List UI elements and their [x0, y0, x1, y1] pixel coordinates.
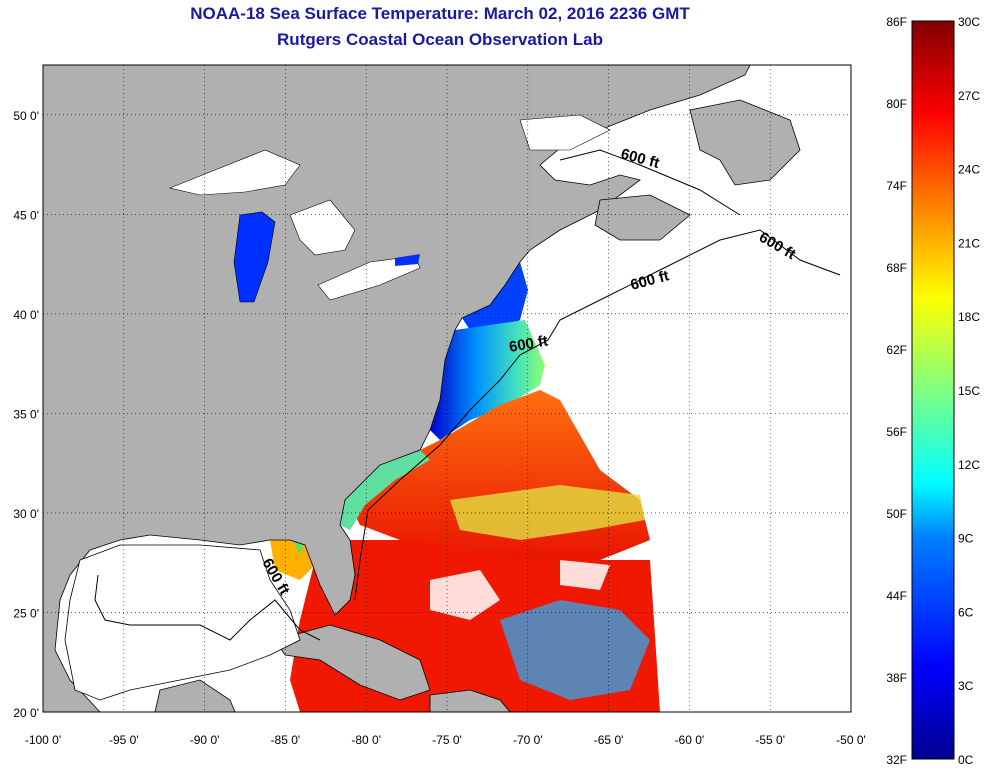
- colorbar: 86F 80F 74F 68F 62F 56F 50F 44F 38F 32F 30C 27C 24C…: [886, 15, 980, 767]
- colorbar-celsius-label: 12C: [958, 458, 980, 472]
- colorbar-gradient: [911, 20, 955, 760]
- colorbar-celsius-label: 30C: [958, 15, 980, 29]
- latitude-tick-label: 45 0': [13, 208, 39, 222]
- longitude-tick-label: -100 0': [25, 733, 61, 747]
- latitude-tick-label: 25 0': [13, 606, 39, 620]
- longitude-tick-label: -80 0': [351, 733, 381, 747]
- colorbar-fahrenheit-label: 62F: [886, 343, 907, 357]
- colorbar-fahrenheit-label: 32F: [886, 753, 907, 767]
- land-layer: [43, 65, 801, 712]
- longitude-tick-label: -50 0': [836, 733, 866, 747]
- colorbar-celsius-label: 27C: [958, 89, 980, 103]
- colorbar-fahrenheit-label: 86F: [886, 15, 907, 29]
- contour-line-gulf: [94, 574, 321, 641]
- latitude-labels: 20 0' 25 0' 30 0' 35 0' 40 0' 45 0' 50 0': [13, 109, 39, 720]
- lake-superior: [169, 149, 301, 196]
- cuba-land: [274, 624, 431, 701]
- map-border: [42, 64, 852, 713]
- latitude-tick-label: 50 0': [13, 109, 39, 123]
- longitude-tick-label: -60 0': [675, 733, 705, 747]
- cool-patch-water: [500, 600, 650, 700]
- colorbar-fahrenheit-label: 56F: [886, 425, 907, 439]
- colorbar-fahrenheit-label: 50F: [886, 507, 907, 521]
- southeast-shelf-water: [340, 450, 430, 530]
- contour-line-scotian: [559, 149, 741, 216]
- longitude-tick-label: -70 0': [513, 733, 543, 747]
- longitude-tick-label: -90 0': [190, 733, 220, 747]
- yucatan-land: [154, 679, 236, 712]
- colorbar-fahrenheit-label: 74F: [886, 179, 907, 193]
- colorbar-celsius-label: 24C: [958, 163, 980, 177]
- latitude-tick-label: 20 0': [13, 706, 39, 720]
- lake-ontario-sst: [395, 254, 420, 266]
- newfoundland-land: [689, 99, 801, 186]
- latitude-tick-label: 40 0': [13, 308, 39, 322]
- longitude-tick-label: -65 0': [594, 733, 624, 747]
- colorbar-celsius-label: 18C: [958, 310, 980, 324]
- latitude-tick-label: 35 0': [13, 407, 39, 421]
- colorbar-fahrenheit-label: 38F: [886, 671, 907, 685]
- gulf-of-maine-water: [462, 262, 528, 330]
- cloud-patch: [560, 560, 610, 590]
- colorbar-fahrenheit-labels: 86F 80F 74F 68F 62F 56F 50F 44F 38F 32F: [886, 15, 907, 767]
- longitude-tick-label: -85 0': [271, 733, 301, 747]
- contour-line-atlantic: [354, 339, 549, 601]
- contour-line-north: [547, 229, 841, 341]
- longitude-tick-label: -75 0': [432, 733, 462, 747]
- contour-label: 600 ft: [508, 332, 550, 356]
- colorbar-celsius-labels: 30C 27C 24C 21C 18C 15C 12C 9C 6C 3C 0C: [958, 15, 980, 767]
- lake-michigan: [233, 211, 276, 303]
- mixed-band-water: [450, 485, 645, 540]
- colorbar-celsius-label: 0C: [958, 753, 974, 767]
- nova-scotia-land: [594, 194, 691, 241]
- colorbar-celsius-label: 3C: [958, 679, 974, 693]
- colorbar-celsius-label: 9C: [958, 532, 974, 546]
- longitude-tick-label: -95 0': [109, 733, 139, 747]
- latitude-tick-label: 30 0': [13, 507, 39, 521]
- map-title: NOAA-18 Sea Surface Temperature: March 0…: [190, 4, 690, 23]
- colorbar-celsius-label: 15C: [958, 384, 980, 398]
- north-america-land: [43, 65, 751, 712]
- depth-contour-600ft: [94, 149, 841, 641]
- colorbar-fahrenheit-label: 80F: [886, 97, 907, 111]
- great-lakes: [169, 114, 611, 303]
- mid-atlantic-shelf-water: [430, 320, 545, 440]
- colorbar-fahrenheit-label: 44F: [886, 589, 907, 603]
- longitude-labels: -100 0' -95 0' -90 0' -85 0' -80 0' -75 0' -70…: [25, 733, 866, 747]
- cloud-patch: [430, 570, 500, 620]
- map-subtitle: Rutgers Coastal Ocean Observation Lab: [277, 30, 603, 49]
- hispaniola-land: [429, 689, 511, 712]
- lake-erie: [317, 255, 421, 301]
- longitude-tick-label: -55 0': [755, 733, 785, 747]
- colorbar-fahrenheit-label: 68F: [886, 261, 907, 275]
- gulf-of-st-lawrence: [519, 114, 611, 151]
- colorbar-celsius-label: 21C: [958, 236, 980, 250]
- lake-huron: [289, 199, 356, 256]
- colorbar-celsius-label: 6C: [958, 605, 974, 619]
